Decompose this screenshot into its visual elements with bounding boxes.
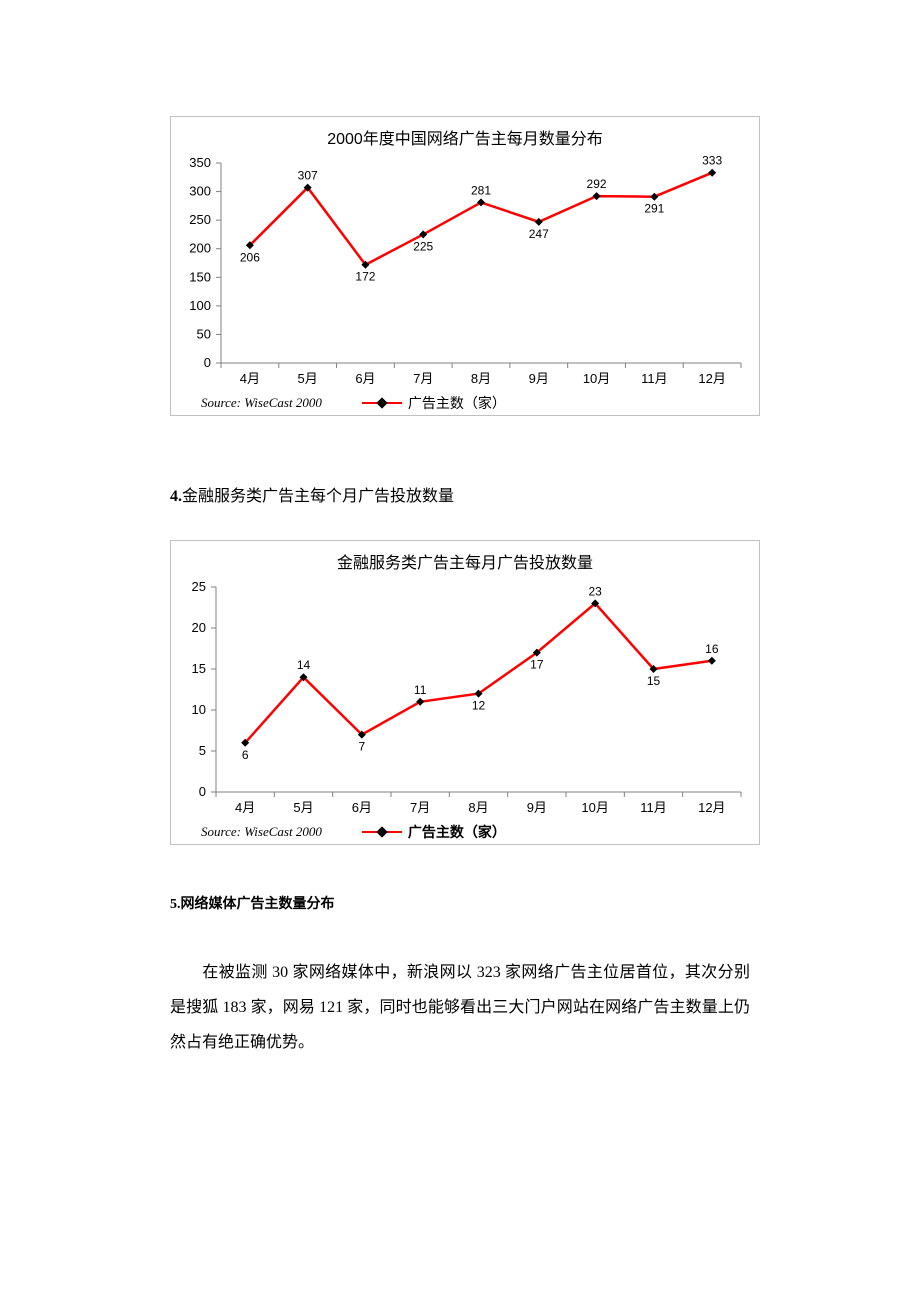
svg-text:7月: 7月 bbox=[410, 800, 430, 815]
svg-text:291: 291 bbox=[644, 202, 664, 216]
svg-text:7月: 7月 bbox=[413, 371, 433, 386]
svg-text:6: 6 bbox=[242, 748, 249, 762]
svg-text:0: 0 bbox=[204, 355, 211, 370]
svg-text:8月: 8月 bbox=[471, 371, 491, 386]
svg-text:250: 250 bbox=[189, 212, 211, 227]
svg-text:10: 10 bbox=[192, 702, 206, 717]
svg-text:0: 0 bbox=[199, 784, 206, 799]
chart2-legend-line bbox=[362, 831, 402, 833]
svg-text:15: 15 bbox=[647, 674, 661, 688]
svg-text:12月: 12月 bbox=[698, 371, 725, 386]
svg-text:11: 11 bbox=[414, 683, 427, 697]
svg-text:50: 50 bbox=[197, 326, 211, 341]
svg-text:333: 333 bbox=[702, 154, 722, 168]
chart1-legend-row: Source: WiseCast 2000 广告主数（家） bbox=[171, 393, 759, 413]
chart1-container: 2000年度中国网络广告主每月数量分布 0 50 100 150 200 250 300 35… bbox=[170, 116, 760, 416]
svg-text:225: 225 bbox=[413, 239, 433, 253]
chart2-legend-row: Source: WiseCast 2000 广告主数（家） bbox=[171, 822, 759, 842]
svg-text:4月: 4月 bbox=[235, 800, 255, 815]
heading-5-number: 5. bbox=[170, 897, 181, 912]
svg-text:7: 7 bbox=[358, 740, 365, 754]
chart2-source: Source: WiseCast 2000 bbox=[201, 824, 322, 840]
svg-text:350: 350 bbox=[189, 155, 211, 170]
svg-text:6月: 6月 bbox=[352, 800, 372, 815]
svg-text:281: 281 bbox=[471, 183, 491, 197]
svg-text:150: 150 bbox=[189, 269, 211, 284]
svg-text:100: 100 bbox=[189, 298, 211, 313]
chart1-title: 2000年度中国网络广告主每月数量分布 bbox=[171, 117, 759, 153]
section-5-paragraph: 在被监测 30 家网络媒体中，新浪网以 323 家网络广告主位居首位，其次分别是… bbox=[170, 955, 750, 1061]
chart1-legend-item: 广告主数（家） bbox=[362, 393, 506, 413]
svg-text:5月: 5月 bbox=[298, 371, 318, 386]
chart2-svg: 0 5 10 15 20 25 4月 5月 6月 7月 8月 9月 10月 11月 12月 6 14 7 11 12 1… bbox=[171, 577, 761, 822]
svg-text:247: 247 bbox=[529, 227, 549, 241]
svg-text:20: 20 bbox=[192, 620, 206, 635]
chart1-svg: 0 50 100 150 200 250 300 350 4月 5月 6月 7月 8月 9月 10月 11月 1… bbox=[171, 153, 761, 393]
svg-text:6月: 6月 bbox=[355, 371, 375, 386]
svg-text:8月: 8月 bbox=[468, 800, 488, 815]
svg-text:300: 300 bbox=[189, 184, 211, 199]
svg-text:4月: 4月 bbox=[240, 371, 260, 386]
svg-text:200: 200 bbox=[189, 241, 211, 256]
heading-5-text: 网络媒体广告主数量分布 bbox=[181, 897, 335, 912]
svg-text:25: 25 bbox=[192, 579, 206, 594]
svg-text:10月: 10月 bbox=[583, 371, 610, 386]
svg-text:14: 14 bbox=[297, 658, 311, 672]
chart2-container: 金融服务类广告主每月广告投放数量 0 5 10 15 20 25 4月 5月 6月 7月 8月 9月 1… bbox=[170, 540, 760, 845]
heading-4-text: 金融服务类广告主每个月广告投放数量 bbox=[182, 488, 454, 505]
paragraph-text: 在被监测 30 家网络媒体中，新浪网以 323 家网络广告主位居首位，其次分别是… bbox=[170, 964, 750, 1051]
chart2-legend-item: 广告主数（家） bbox=[362, 822, 506, 842]
svg-text:307: 307 bbox=[298, 169, 318, 183]
svg-text:9月: 9月 bbox=[529, 371, 549, 386]
svg-text:5: 5 bbox=[199, 743, 206, 758]
svg-text:15: 15 bbox=[192, 661, 206, 676]
svg-text:9月: 9月 bbox=[527, 800, 547, 815]
heading-4-number: 4. bbox=[170, 488, 182, 505]
svg-text:5月: 5月 bbox=[293, 800, 313, 815]
chart1-legend-label: 广告主数（家） bbox=[408, 393, 506, 413]
chart2-legend-label: 广告主数（家） bbox=[408, 822, 506, 842]
section-5-heading: 5.网络媒体广告主数量分布 bbox=[170, 893, 335, 913]
chart1-legend-line bbox=[362, 402, 402, 404]
svg-text:17: 17 bbox=[530, 658, 544, 672]
svg-text:23: 23 bbox=[588, 584, 602, 598]
svg-text:12月: 12月 bbox=[698, 800, 725, 815]
svg-text:172: 172 bbox=[355, 270, 375, 284]
svg-text:292: 292 bbox=[587, 177, 607, 191]
svg-text:16: 16 bbox=[705, 642, 719, 656]
section-4-heading: 4.金融服务类广告主每个月广告投放数量 bbox=[170, 482, 454, 506]
diamond-marker-icon bbox=[376, 826, 387, 837]
chart2-title: 金融服务类广告主每月广告投放数量 bbox=[171, 541, 759, 577]
svg-text:10月: 10月 bbox=[581, 800, 608, 815]
diamond-marker-icon bbox=[376, 397, 387, 408]
svg-text:11月: 11月 bbox=[640, 800, 667, 815]
svg-text:11月: 11月 bbox=[641, 371, 668, 386]
svg-text:206: 206 bbox=[240, 250, 260, 264]
chart1-source: Source: WiseCast 2000 bbox=[201, 395, 322, 411]
svg-text:12: 12 bbox=[472, 699, 486, 713]
